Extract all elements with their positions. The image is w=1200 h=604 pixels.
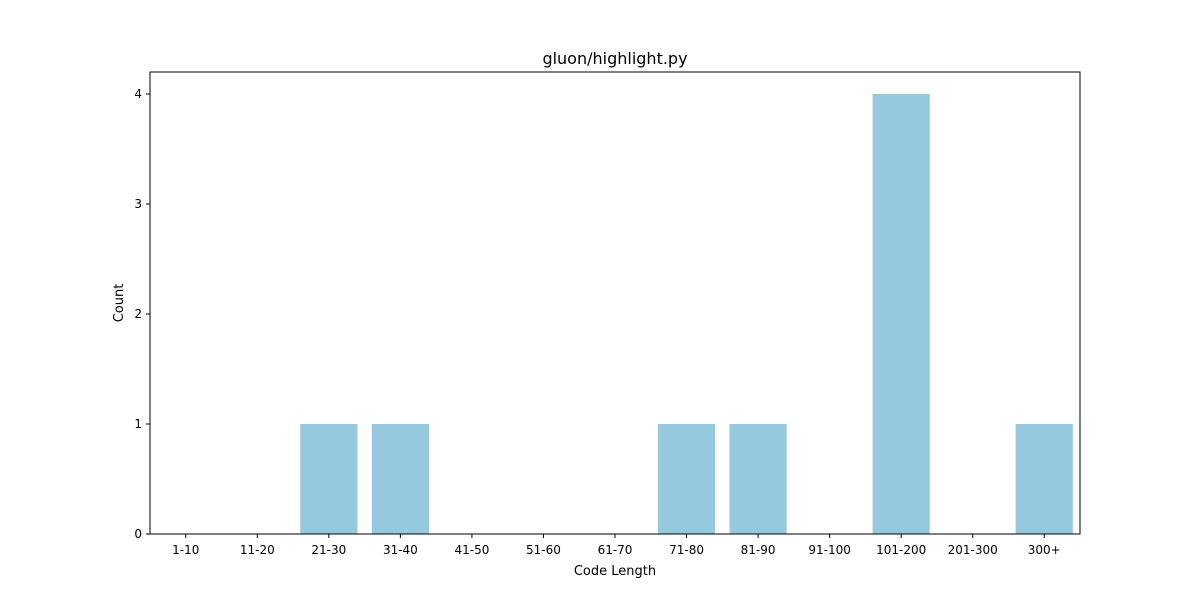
x-tick-label: 11-20 [240, 543, 275, 557]
y-tick-label: 1 [134, 417, 142, 431]
bar-21-30 [300, 424, 358, 534]
bar-81-90 [729, 424, 787, 534]
chart-title: gluon/highlight.py [542, 49, 687, 68]
x-tick-label: 101-200 [876, 543, 926, 557]
x-tick-label: 1-10 [172, 543, 199, 557]
x-tick-label: 21-30 [311, 543, 346, 557]
x-tick-label: 31-40 [383, 543, 418, 557]
bar-300+ [1015, 424, 1073, 534]
x-axis-label: Code Length [574, 564, 656, 579]
x-axis: 1-10 11-20 21-30 31-40 41-50 51-60 61-70 71-80 8… [172, 534, 1061, 557]
x-tick-label: 91-100 [808, 543, 851, 557]
x-tick-label: 300+ [1028, 543, 1061, 557]
x-tick-label: 61-70 [598, 543, 633, 557]
x-tick-label: 71-80 [669, 543, 704, 557]
y-tick-label: 4 [134, 87, 142, 101]
x-tick-label: 201-300 [948, 543, 998, 557]
x-tick-label: 51-60 [526, 543, 561, 557]
x-tick-label: 41-50 [454, 543, 489, 557]
y-axis-label: Count [112, 284, 127, 323]
y-tick-label: 0 [134, 527, 142, 541]
plot-frame [149, 71, 1081, 535]
y-axis: 0 1 2 3 4 [134, 87, 150, 541]
bar-71-80 [657, 424, 716, 534]
y-tick-label: 3 [134, 197, 142, 211]
bar-31-40 [371, 424, 429, 534]
bar-101-200 [872, 94, 930, 534]
y-tick-label: 2 [134, 307, 142, 321]
bars-group [300, 94, 1073, 534]
x-tick-label: 81-90 [741, 543, 776, 557]
